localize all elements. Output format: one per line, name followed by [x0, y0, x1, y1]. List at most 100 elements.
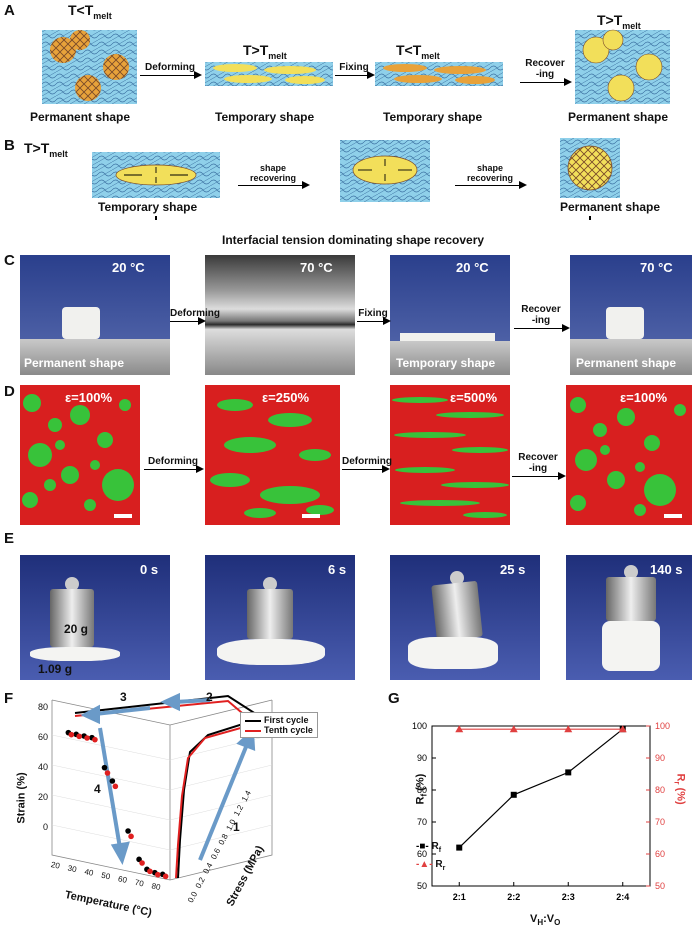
- g-right-tick-label: 100: [655, 721, 670, 731]
- g-point-rr: [564, 725, 573, 733]
- panel-label-a: A: [4, 2, 15, 19]
- g-right-ylabel: Rr (%): [672, 773, 687, 805]
- f-point-tenth: [68, 731, 75, 738]
- panel-c-arrow-deforming: Deforming: [170, 308, 220, 325]
- panel-a-arrow-deforming: Deforming: [140, 62, 202, 79]
- photo-e-1-time: 0 s: [140, 562, 159, 577]
- f-point-first: [109, 778, 116, 784]
- panel-b-arrow-1: shape recovering: [238, 163, 310, 189]
- g-point-rr: [455, 725, 464, 733]
- f-step-1: 1: [233, 820, 240, 834]
- f-point-tenth: [139, 860, 145, 866]
- g-x-tick-label: 2:1: [453, 892, 466, 902]
- panel-a-caption-4: Permanent shape: [568, 110, 669, 124]
- photo-c-3-temp: 20 °C: [456, 260, 489, 275]
- micrograph-4-strain: ε=100%: [620, 390, 668, 405]
- micrograph-2-strain: ε=250%: [262, 390, 310, 405]
- photo-c-3-caption: Temporary shape: [396, 356, 496, 370]
- panel-label-c: C: [4, 252, 15, 269]
- panel-c-arrow-recovering: Recover -ing: [514, 304, 570, 332]
- g-left-ylabel: Rf (%): [414, 773, 429, 805]
- panel-b-schematics: [92, 138, 620, 220]
- panel-a-caption-1: Permanent shape: [30, 110, 131, 124]
- photo-c-3: [390, 255, 510, 375]
- f-point-first: [125, 828, 131, 834]
- f-step-3: 3: [120, 690, 127, 704]
- f-step-2: 2: [206, 690, 213, 704]
- panel-b-caption-1: Temporary shape: [98, 200, 198, 214]
- f-point-tenth: [84, 735, 90, 741]
- photo-c-4-caption: Permanent shape: [576, 356, 677, 370]
- photo-c-2: [205, 255, 355, 375]
- f-legend: First cycle Tenth cycle: [240, 712, 318, 738]
- photo-c-1-temp: 20 °C: [112, 260, 145, 275]
- photo-c-4-temp: 70 °C: [640, 260, 673, 275]
- g-right-tick-label: 50: [655, 881, 665, 891]
- scale-bar: [302, 514, 320, 518]
- panel-a-caption-3: Temporary shape: [383, 110, 483, 124]
- photo-e-3: [390, 555, 540, 680]
- panel-label-f: F: [4, 690, 14, 707]
- panel-label-b: B: [4, 137, 15, 154]
- photo-c-1: [20, 255, 170, 375]
- f-zlabel: Strain (%): [15, 772, 28, 824]
- g-point-rr: [618, 725, 627, 733]
- g-left-tick-label: 80: [417, 785, 427, 795]
- g-left-tick-label: 50: [417, 881, 427, 891]
- f-point-tenth: [112, 783, 119, 790]
- photo-e-4: [566, 555, 692, 680]
- sample-label: 1.09 g: [38, 662, 73, 676]
- g-right-tick-label: 90: [655, 753, 665, 763]
- g-right-tick-label: 70: [655, 817, 665, 827]
- panel-a-schematics: [42, 29, 670, 104]
- panel-d-arrow-1: Deforming: [144, 456, 204, 473]
- panel-a-temp-3: T<Tmelt: [396, 42, 440, 61]
- panel-b-caption-2: Permanent shape: [560, 200, 661, 214]
- panel-a-caption-2: Temporary shape: [215, 110, 315, 124]
- g-legend-rf: -■- Rf: [416, 841, 442, 854]
- g-point-rr: [509, 725, 518, 733]
- photo-c-1-caption: Permanent shape: [24, 356, 125, 370]
- g-x-tick-label: 2:3: [562, 892, 575, 902]
- g-left-tick-label: 60: [417, 849, 427, 859]
- g-x-tick-label: 2:4: [616, 892, 629, 902]
- panel-g-chart: 50 60 70 80 90 100 50 60 70 80 90 100 2:1 2:2 2:3 2:4: [412, 721, 670, 902]
- g-plot-frame: [431, 725, 651, 887]
- f-legend-tenth: Tenth cycle: [245, 725, 313, 735]
- photo-e-3-time: 25 s: [500, 562, 526, 577]
- g-x-tick-label: 2:2: [507, 892, 520, 902]
- micrograph-3-strain: ε=500%: [450, 390, 498, 405]
- photo-c-2-temp: 70 °C: [300, 260, 333, 275]
- panel-label-d: D: [4, 383, 15, 400]
- f-step-4: 4: [94, 782, 101, 796]
- g-point-rf: [510, 791, 517, 798]
- panel-b-temp: T>Tmelt: [24, 140, 68, 159]
- f-point-tenth: [147, 868, 153, 875]
- panel-a-temp-2: T>Tmelt: [243, 42, 287, 61]
- f-legend-first: First cycle: [245, 715, 313, 725]
- panel-b-bracket-label: Interfacial tension dominating shape rec…: [222, 233, 485, 247]
- scale-bar: [114, 514, 132, 518]
- panel-b-arrow-2: shape recovering: [455, 163, 527, 189]
- g-left-tick-label: 100: [412, 721, 427, 731]
- g-xlabel: VH:VO: [530, 913, 561, 928]
- panel-a-arrow-recovering: Recover -ing: [520, 58, 572, 86]
- panel-a-temp-1: T<Tmelt: [68, 2, 112, 21]
- panel-label-e: E: [4, 530, 15, 547]
- f-point-first: [101, 764, 108, 771]
- f-point-tenth: [92, 736, 98, 743]
- photo-c-4: [570, 255, 692, 375]
- f-data-points: [65, 729, 169, 880]
- f-point-tenth: [154, 871, 161, 878]
- photo-e-2: [205, 555, 355, 680]
- panel-d-arrow-3: Recover -ing: [512, 452, 566, 480]
- micrograph-1-strain: ε=100%: [65, 390, 113, 405]
- photo-e-1: [20, 555, 170, 680]
- weight-label: 20 g: [64, 622, 89, 636]
- f-point-tenth: [76, 733, 83, 740]
- panel-d-arrow-2: Deforming: [342, 456, 392, 473]
- g-point-rf: [456, 844, 463, 851]
- panel-c-arrow-fixing: Fixing: [357, 308, 391, 325]
- g-series-line-rf: [458, 728, 624, 849]
- panel-label-g: G: [388, 690, 400, 707]
